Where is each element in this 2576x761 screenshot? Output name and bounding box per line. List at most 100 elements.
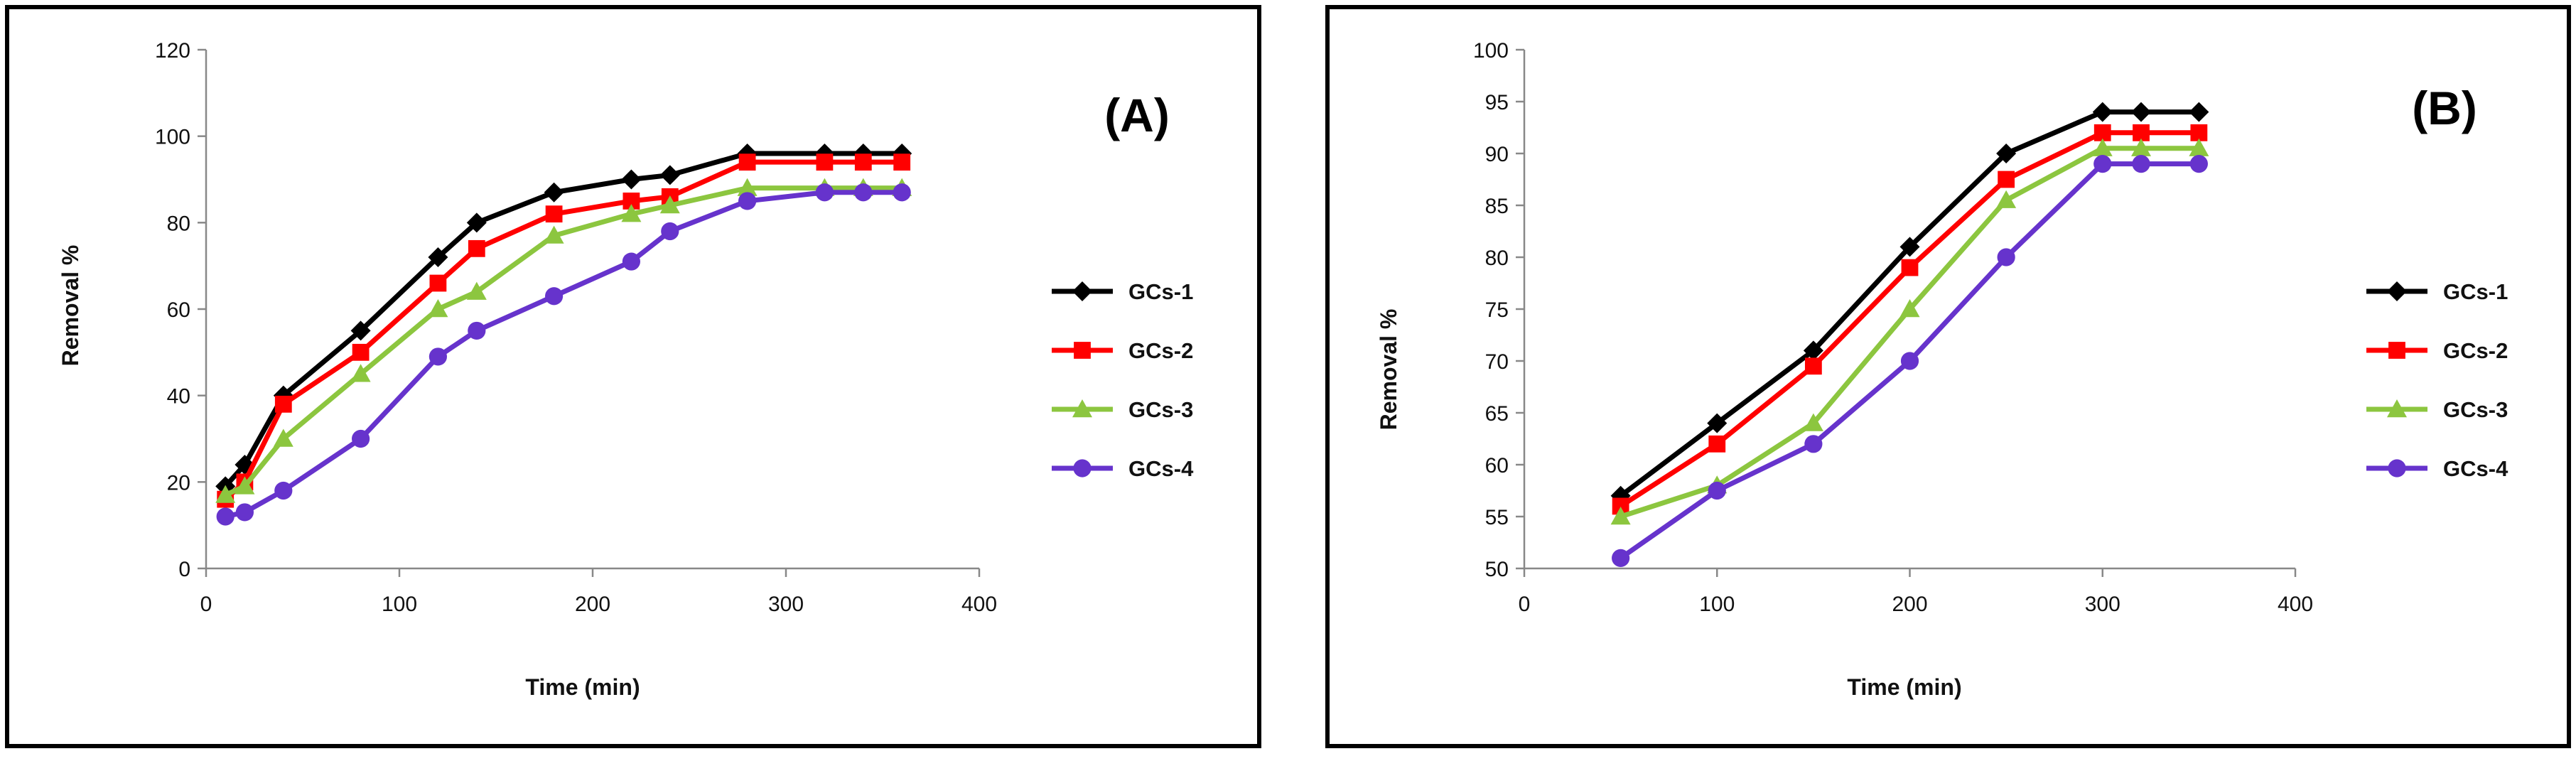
legend-label: GCs-1	[1128, 279, 1193, 304]
data-point	[2131, 102, 2151, 122]
data-point	[816, 153, 834, 171]
x-tick-label: 200	[575, 593, 610, 616]
data-point	[273, 428, 293, 447]
data-point	[2093, 155, 2112, 173]
data-point	[2190, 124, 2208, 141]
data-point	[468, 321, 486, 340]
legend-marker	[2388, 342, 2405, 359]
data-point	[1708, 481, 1726, 500]
y-axis-title: Removal %	[58, 245, 83, 367]
data-point	[544, 225, 564, 244]
data-point	[659, 165, 680, 185]
series-gcs-4	[1612, 155, 2208, 568]
x-tick-label: 400	[961, 593, 997, 616]
chart-b: 50 55 60 65 70 75 80 85 90 95 100 0 100 200 300 400 Time…	[1325, 5, 2571, 748]
legend-label: GCs-3	[1128, 397, 1193, 422]
data-point	[1708, 435, 1726, 453]
x-tick-label: 0	[200, 593, 212, 616]
series-gcs-2	[1612, 124, 2208, 515]
data-point	[429, 274, 447, 292]
x-axis-title: Time (min)	[1847, 674, 1961, 700]
y-tick-label: 95	[1485, 91, 1509, 114]
data-point	[544, 182, 564, 203]
chart-frame	[1325, 5, 2571, 748]
data-point	[2133, 124, 2150, 141]
y-tick-label: 90	[1485, 143, 1509, 166]
data-point	[1803, 340, 1823, 361]
y-tick-label: 20	[167, 471, 190, 495]
legend-item: GCs-2	[1052, 338, 1193, 363]
chart-frame	[5, 5, 1261, 748]
data-point	[1899, 237, 1920, 257]
data-point	[2189, 102, 2209, 122]
data-point	[1899, 299, 1920, 318]
y-tick-label: 60	[167, 298, 190, 322]
legend-marker	[2388, 459, 2406, 477]
data-point	[468, 239, 485, 257]
data-point	[2093, 124, 2111, 141]
data-point	[738, 153, 756, 171]
data-point	[1612, 497, 1629, 515]
y-tick-label: 80	[167, 212, 190, 235]
data-point	[2189, 155, 2208, 173]
data-point	[235, 503, 254, 522]
data-point	[1996, 144, 2017, 163]
data-point	[621, 169, 642, 190]
data-point	[2131, 138, 2151, 156]
data-point	[216, 507, 235, 526]
series-line	[1620, 146, 2199, 519]
data-point	[545, 205, 563, 223]
legend-label: GCs-4	[1128, 456, 1194, 481]
data-point	[235, 476, 255, 495]
legend-item: GCs-4	[2366, 456, 2508, 481]
y-tick-label: 0	[178, 558, 190, 581]
legend: GCs-1 GCs-2 GCs-3 GCs-4	[1052, 279, 1194, 481]
legend: GCs-1 GCs-2 GCs-3 GCs-4	[2366, 279, 2508, 481]
legend-marker	[1074, 342, 1091, 359]
y-tick-label: 40	[167, 385, 190, 409]
data-point	[429, 347, 448, 366]
y-tick-label: 100	[1473, 39, 1509, 63]
data-point	[2132, 155, 2150, 173]
series-gcs-3	[1610, 138, 2209, 525]
legend-label: GCs-2	[1128, 338, 1193, 363]
y-tick-label: 70	[1485, 350, 1509, 374]
data-point	[1707, 413, 1728, 433]
panel-label: (A)	[1104, 89, 1170, 141]
y-tick-label: 85	[1485, 195, 1509, 218]
data-point	[893, 183, 911, 202]
y-axis-title: Removal %	[1376, 309, 1401, 431]
data-point	[1998, 171, 2015, 188]
x-tick-label: 300	[2085, 593, 2120, 616]
legend-item: GCs-4	[1052, 456, 1194, 481]
data-point	[352, 429, 370, 448]
data-point	[622, 252, 641, 271]
series-gcs-1	[215, 144, 912, 497]
data-point	[1610, 507, 1631, 525]
data-point	[854, 183, 873, 202]
data-point	[623, 193, 640, 210]
legend-marker	[1073, 459, 1092, 477]
data-point	[893, 153, 911, 171]
legend-label: GCs-4	[2443, 456, 2508, 481]
legend-marker	[2387, 281, 2407, 301]
data-point	[352, 343, 370, 361]
data-point	[2189, 138, 2209, 156]
legend-label: GCs-2	[2443, 338, 2508, 363]
data-point	[545, 287, 564, 306]
data-point	[350, 364, 371, 382]
data-point	[738, 192, 757, 210]
data-point	[350, 320, 371, 341]
x-tick-label: 100	[382, 593, 417, 616]
y-tick-label: 100	[155, 126, 190, 149]
legend-item: GCs-3	[2366, 397, 2508, 422]
y-tick-label: 65	[1485, 402, 1509, 426]
data-point	[2092, 138, 2113, 156]
data-point	[428, 299, 448, 318]
y-tick-label: 50	[1485, 558, 1509, 581]
legend-item: GCs-2	[2366, 338, 2508, 363]
y-tick-label: 120	[155, 39, 190, 63]
data-point	[737, 178, 758, 196]
x-axis-title: Time (min)	[525, 674, 640, 700]
y-tick-label: 60	[1485, 454, 1509, 477]
